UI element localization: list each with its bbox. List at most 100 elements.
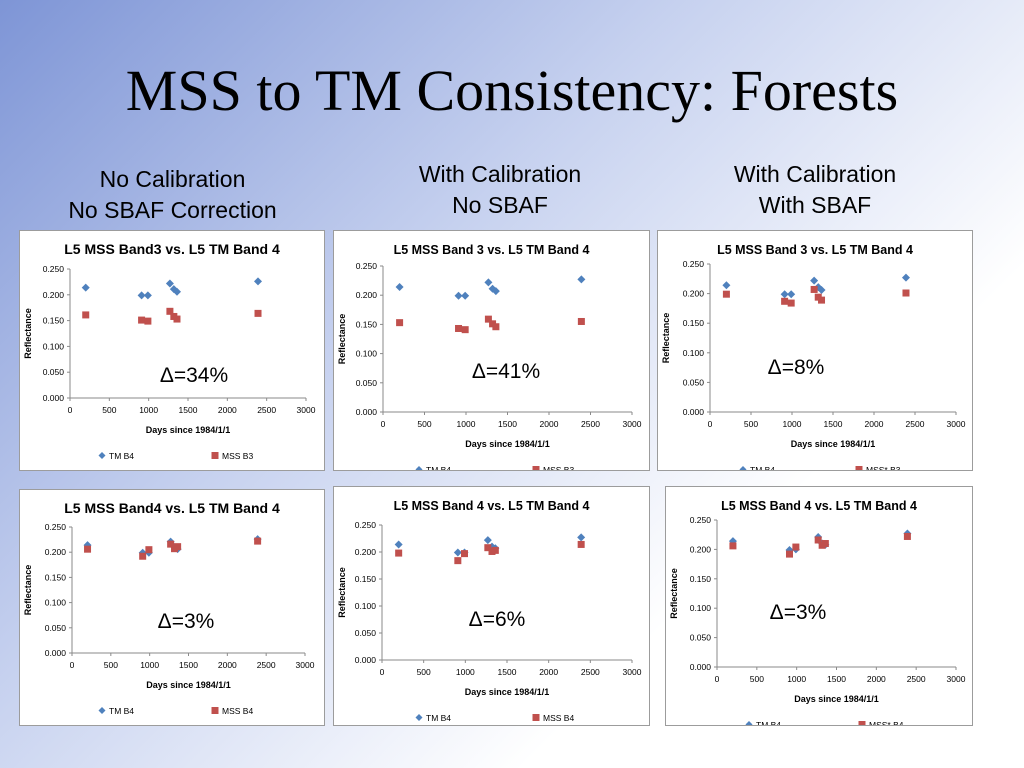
legend-square-icon — [211, 707, 219, 714]
delta-annotation: Δ=3% — [770, 601, 827, 624]
x-tick-label: 0 — [380, 667, 385, 677]
chart-svg: L5 MSS Band4 vs. L5 TM Band 4 0.000 0.050 0… — [23, 500, 315, 716]
x-tick-label: 3000 — [947, 419, 966, 429]
legend-square-icon — [211, 452, 219, 459]
y-axis-label: Reflectance — [337, 567, 347, 618]
mss-point — [577, 540, 585, 548]
tm-b4-point — [817, 286, 826, 295]
x-tick-label: 0 — [68, 405, 73, 415]
chart-panel: L5 MSS Band 3 vs. L5 TM Band 4 0.000 0.050… — [657, 230, 973, 471]
mss-point — [577, 317, 585, 325]
x-tick-label: 2000 — [867, 674, 886, 684]
mss-point — [781, 297, 789, 305]
x-tick-label: 500 — [417, 667, 431, 677]
x-tick-label: 2500 — [257, 405, 276, 415]
mss-point — [174, 543, 182, 551]
legend-entry: TM B4 — [109, 706, 134, 716]
mss-point — [821, 540, 829, 548]
y-tick-label: 0.250 — [683, 259, 705, 269]
mss-point — [814, 536, 822, 544]
mss-point — [454, 557, 462, 565]
chart-svg: L5 MSS Band3 vs. L5 TM Band 4 0.000 0.050 0… — [23, 241, 316, 461]
x-tick-label: 1500 — [498, 667, 517, 677]
mss-point — [173, 315, 181, 323]
mss-point — [818, 296, 826, 304]
y-tick-label: 0.100 — [683, 348, 705, 358]
legend-entry: MSS B4 — [222, 706, 253, 716]
x-axis-label: Days since 1984/1/1 — [146, 425, 231, 435]
tm-b4-point — [394, 540, 403, 549]
x-axis-label: Days since 1984/1/1 — [146, 680, 231, 690]
x-tick-label: 1500 — [179, 405, 198, 415]
tm-b4-point — [484, 278, 493, 287]
legend-diamond-icon — [739, 466, 747, 470]
y-tick-label: 0.250 — [356, 261, 378, 271]
x-tick-label: 2000 — [218, 660, 237, 670]
mss-point — [902, 289, 910, 297]
x-tick-label: 500 — [750, 674, 764, 684]
x-tick-label: 1500 — [827, 674, 846, 684]
mss-point — [785, 550, 793, 558]
x-tick-label: 0 — [381, 419, 386, 429]
legend-square-icon — [858, 721, 866, 725]
mss-point — [810, 285, 818, 293]
tm-b4-point — [722, 281, 731, 290]
mss-point — [395, 549, 403, 557]
column-heading-3: With Calibration With SBAF — [660, 159, 970, 221]
mss-point — [144, 317, 152, 325]
x-axis-label: Days since 1984/1/1 — [465, 687, 550, 697]
chart-panel: L5 MSS Band 3 vs. L5 TM Band 4 0.000 0.050… — [333, 230, 650, 471]
x-axis-label: Days since 1984/1/1 — [465, 439, 550, 449]
delta-annotation: Δ=8% — [768, 356, 825, 379]
delta-annotation: Δ=3% — [158, 610, 215, 633]
mss-point — [84, 545, 92, 553]
mss-point — [722, 290, 730, 298]
y-tick-label: 0.150 — [690, 574, 712, 584]
x-tick-label: 500 — [102, 405, 116, 415]
chart-title: L5 MSS Band 3 vs. L5 TM Band 4 — [394, 243, 590, 257]
y-tick-label: 0.100 — [690, 603, 712, 613]
mss-point — [484, 544, 492, 552]
tm-b4-point — [577, 275, 586, 284]
legend-entry: MSS B3 — [222, 451, 253, 461]
y-tick-label: 0.200 — [683, 289, 705, 299]
mss-point — [729, 542, 737, 550]
tm-b4-point — [491, 287, 500, 296]
delta-annotation: Δ=6% — [469, 608, 526, 631]
legend-diamond-icon — [415, 714, 423, 721]
legend-entry: MSS* B3 — [866, 465, 901, 470]
tm-b4-point — [81, 283, 90, 292]
x-tick-label: 2000 — [865, 419, 884, 429]
tm-b4-point — [780, 290, 789, 299]
y-tick-label: 0.000 — [43, 393, 65, 403]
column-heading-line2: With SBAF — [758, 192, 872, 218]
x-tick-label: 0 — [708, 419, 713, 429]
x-tick-label: 2000 — [218, 405, 237, 415]
y-tick-label: 0.250 — [690, 515, 712, 525]
y-tick-label: 0.200 — [690, 544, 712, 554]
mss-point — [82, 311, 90, 319]
y-tick-label: 0.050 — [356, 378, 378, 388]
chart-panel: L5 MSS Band3 vs. L5 TM Band 4 0.000 0.050 0… — [19, 230, 325, 471]
legend-diamond-icon — [98, 452, 106, 459]
tm-b4-point — [577, 533, 586, 542]
chart-svg: L5 MSS Band 4 vs. L5 TM Band 4 0.000 0.050… — [669, 499, 966, 725]
x-tick-label: 1000 — [783, 419, 802, 429]
y-tick-label: 0.250 — [45, 522, 67, 532]
y-tick-label: 0.050 — [45, 623, 67, 633]
mss-point — [903, 532, 911, 540]
column-heading-line2: No SBAF — [452, 192, 548, 218]
x-tick-label: 1500 — [179, 660, 198, 670]
tm-b4-point — [901, 273, 910, 282]
x-tick-label: 1000 — [457, 419, 476, 429]
column-heading-line1: No Calibration — [99, 166, 246, 192]
x-tick-label: 0 — [70, 660, 75, 670]
chart-title: L5 MSS Band3 vs. L5 TM Band 4 — [64, 241, 280, 257]
tm-b4-point — [254, 277, 263, 286]
mss-point — [145, 546, 153, 554]
legend-diamond-icon — [98, 707, 106, 714]
x-tick-label: 500 — [104, 660, 118, 670]
x-tick-label: 1000 — [139, 405, 158, 415]
x-tick-label: 500 — [744, 419, 758, 429]
mss-point — [792, 543, 800, 551]
